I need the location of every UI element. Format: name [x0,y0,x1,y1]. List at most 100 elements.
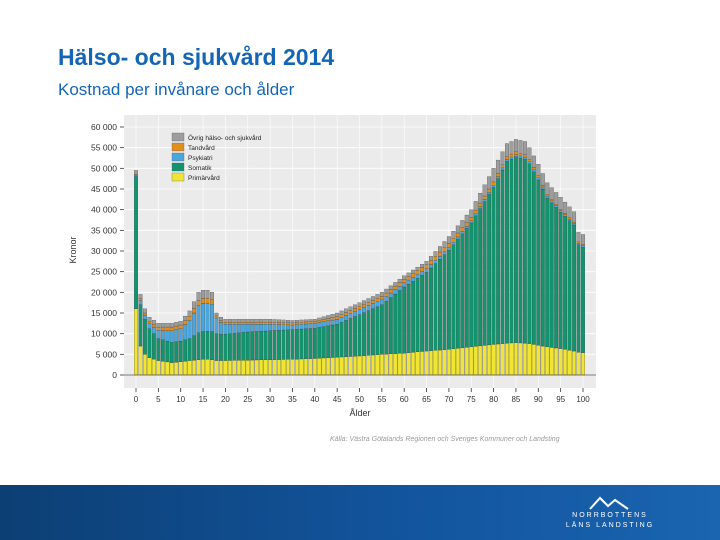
x-tick-label: 60 [400,395,409,404]
bar-segment [259,359,264,376]
bar-segment [272,359,277,376]
bar-segment [393,289,398,295]
bar-segment [330,314,335,318]
bar-segment [245,324,250,333]
bar-segment [344,315,349,321]
x-tick-label: 40 [310,395,319,404]
bar-segment [308,358,313,376]
bar-segment [250,321,255,325]
bar-segment [236,319,241,323]
x-tick-label: 55 [377,395,386,404]
y-tick-label: 50 000 [91,163,117,173]
bar-segment [397,353,402,376]
bar-segment [259,321,264,325]
bar-segment [236,360,241,376]
bar-segment [375,354,380,376]
bar-segment [134,170,138,175]
bar-segment [572,224,577,352]
bar-segment [250,324,255,332]
bar-segment [388,353,393,376]
bar-segment [330,319,335,326]
y-tick-label: 10 000 [91,329,117,339]
bar-segment [218,320,223,323]
bar-segment [299,358,304,376]
bar-segment [388,289,393,294]
x-tick-label: 0 [134,395,139,404]
bar-segment [379,354,384,376]
bar-segment [429,267,433,351]
bar-segment [241,332,246,361]
bar-segment [509,342,514,376]
bar-segment [312,319,317,322]
bar-segment [531,167,536,170]
bar-segment [286,320,290,323]
source-note: Källa: Västra Götalands Regionen och Sve… [330,436,560,443]
x-axis: 0 5 10 15 20 25 30 35 40 45 50 55 60 65 70 75 80 85 90 95 10… [134,388,590,404]
bar-segment [549,199,554,201]
bar-segment [317,327,322,359]
x-tick-label: 75 [467,395,476,404]
footer-bar [0,485,720,540]
bar-segment [263,319,268,323]
bar-segment [469,220,474,224]
bar-segment [210,292,214,300]
bar-segment [531,171,536,345]
bar-segment [277,330,282,360]
bar-segment [254,324,259,332]
bar-segment [326,325,331,358]
logo-line-2: LÄNS LANDSTING [565,522,655,529]
bar-segment [487,176,492,190]
bar-segment [375,306,380,355]
bar-segment [223,360,228,376]
bar-segment [487,188,492,193]
legend: Övrig hälso- och sjukvård Tandvård Psykiat… [171,132,262,182]
bar-segment [496,178,501,345]
bar-segment [277,322,282,325]
bar-segment [303,323,308,329]
bar-segment [210,299,214,305]
bar-segment [134,175,138,177]
bar-segment [366,298,371,303]
bar-segment [531,155,536,168]
x-tick-label: 65 [422,395,431,404]
bar-segment [317,322,322,328]
bar-segment [388,285,393,290]
bar-segment [451,238,456,243]
bar-segment [500,151,505,166]
bar-segment [147,323,152,329]
bar-segment [241,324,246,333]
bar-segment [478,193,483,204]
bar-segment [527,163,532,344]
bar-segment [460,220,465,228]
bar-segment [290,324,295,330]
bar-segment [540,345,545,376]
bar-segment [205,331,210,360]
bar-segment [312,328,317,359]
bar-segment [478,206,483,209]
bar-segment [308,323,313,329]
bar-segment [446,349,451,376]
bar-segment [558,212,563,349]
bar-segment [446,250,451,350]
bar-segment [415,278,420,352]
bar-segment [160,326,165,331]
bar-segment [513,156,518,343]
bar-segment [549,200,554,203]
bar-segment [218,317,223,321]
bar-segment [241,321,246,325]
bar-segment [187,310,192,317]
bar-segment [192,312,197,336]
bar-segment [165,330,170,342]
bar-segment [335,357,340,376]
bar-segment [214,312,219,317]
bar-segment [415,274,420,279]
bar-segment [192,308,197,314]
bar-segment [192,335,197,361]
bar-segment [236,332,241,361]
bar-segment [469,209,474,218]
bar-segment [210,304,214,332]
bar-segment [460,347,465,376]
bar-segment [205,290,210,299]
y-tick-label: 25 000 [91,267,117,277]
bar-segment [527,147,532,160]
